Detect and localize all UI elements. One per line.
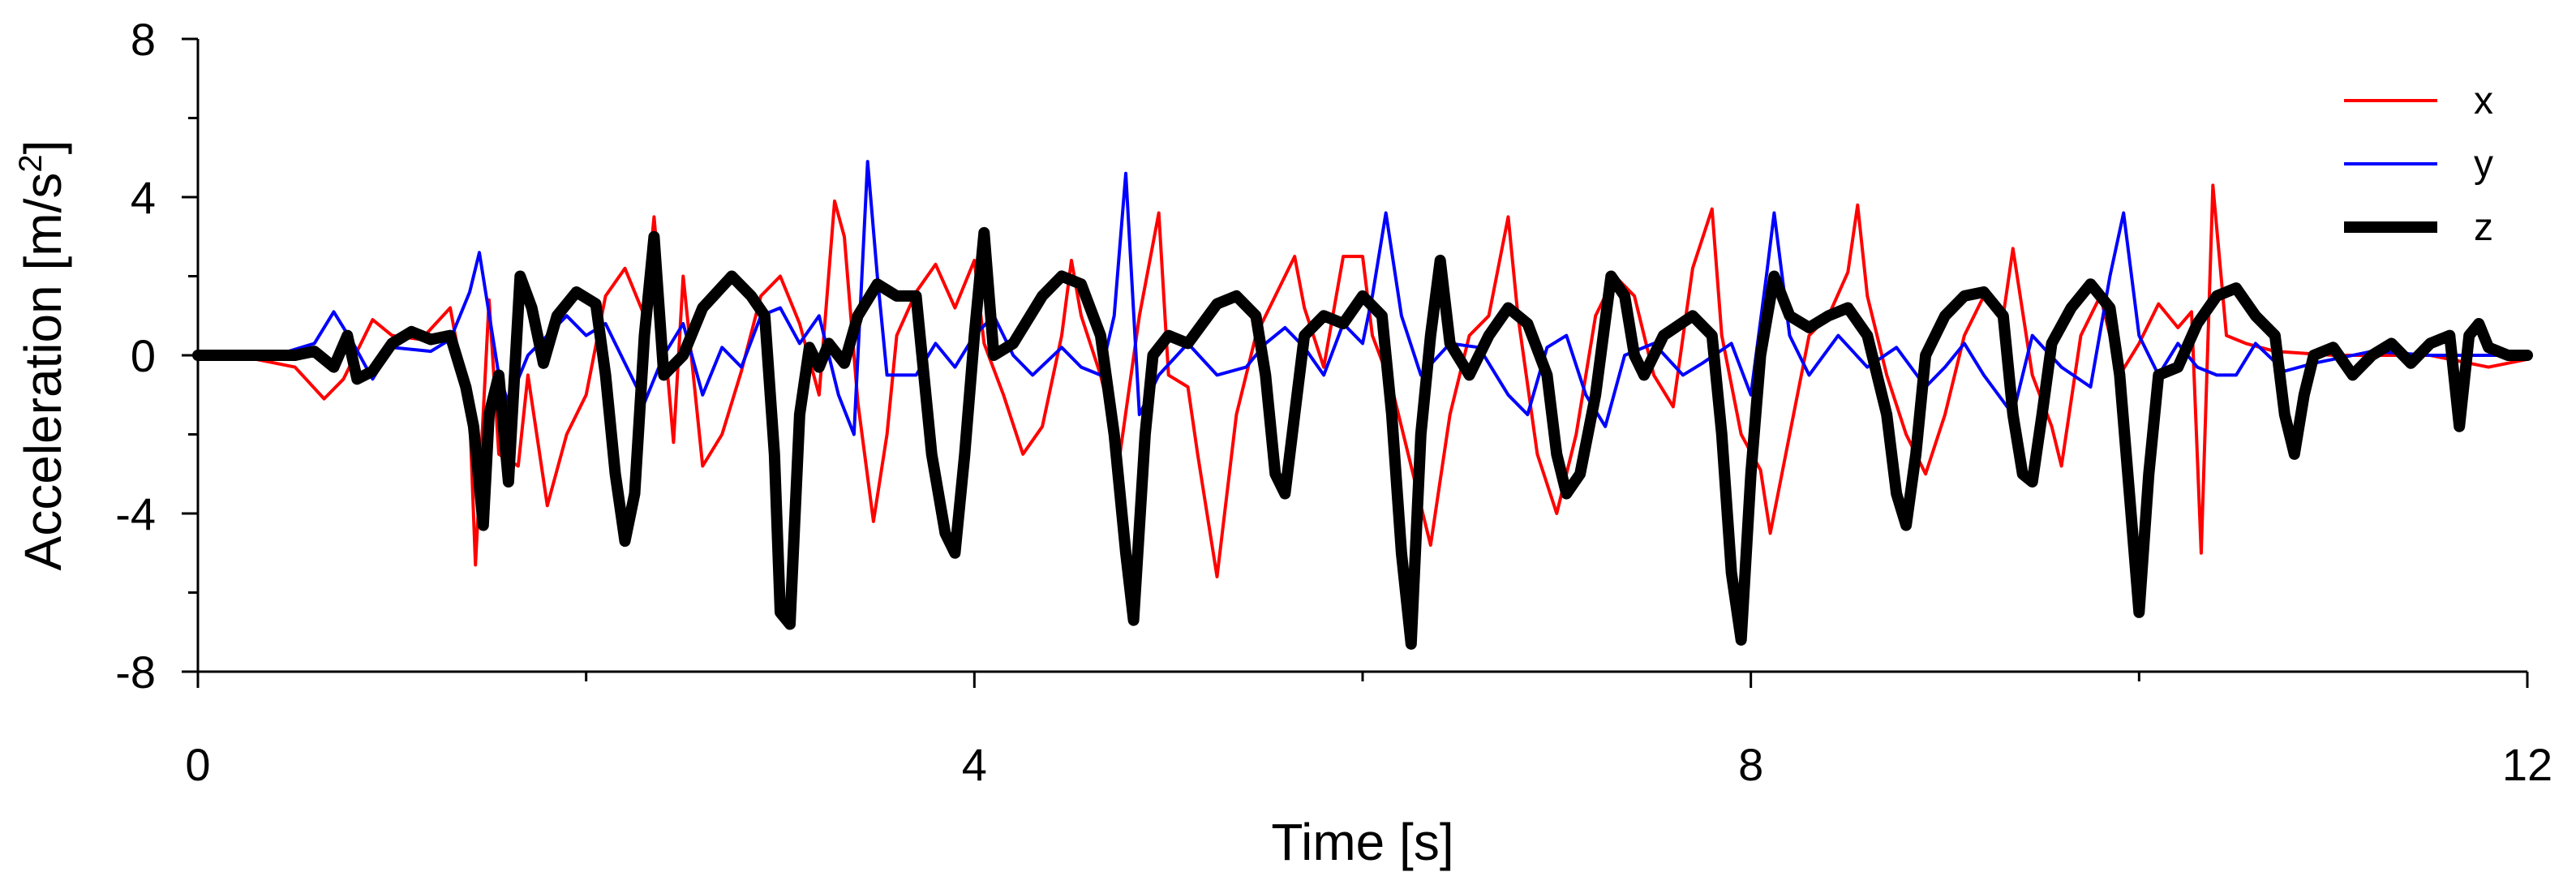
- legend-label-y: y: [2474, 143, 2493, 186]
- y-tick-label: -8: [115, 647, 156, 698]
- x-tick-label: 0: [185, 739, 210, 790]
- y-axis-ticks: -8 -4 0 4 8: [115, 14, 198, 698]
- legend: x y z: [2344, 79, 2493, 249]
- x-axis-title: Time [s]: [1271, 813, 1453, 871]
- series-layer: [192, 160, 2533, 650]
- x-tick-label: 12: [2502, 739, 2552, 790]
- y-tick-label: 8: [131, 14, 156, 65]
- y-tick-label: 0: [131, 330, 156, 381]
- y-tick-label: 4: [131, 172, 156, 223]
- y-axis-title-superscript: 2: [13, 154, 49, 172]
- x-axis-ticks: 0 4 8 12: [185, 672, 2552, 790]
- x-tick-label: 8: [1738, 739, 1763, 790]
- plot-area: -8 -4 0 4 8 0 4 8 12: [115, 14, 2552, 790]
- series-x-line: [196, 183, 2529, 578]
- x-tick-label: 4: [962, 739, 987, 790]
- y-axis-title-close: ]: [14, 140, 72, 155]
- legend-label-x: x: [2474, 79, 2493, 122]
- y-axis-title-main: Acceleration [m/s: [14, 173, 72, 571]
- y-axis-title: Acceleration [m/s2]: [13, 140, 72, 571]
- legend-label-z: z: [2474, 206, 2493, 249]
- series-z-line: [192, 226, 2533, 650]
- y-tick-label: -4: [115, 488, 156, 539]
